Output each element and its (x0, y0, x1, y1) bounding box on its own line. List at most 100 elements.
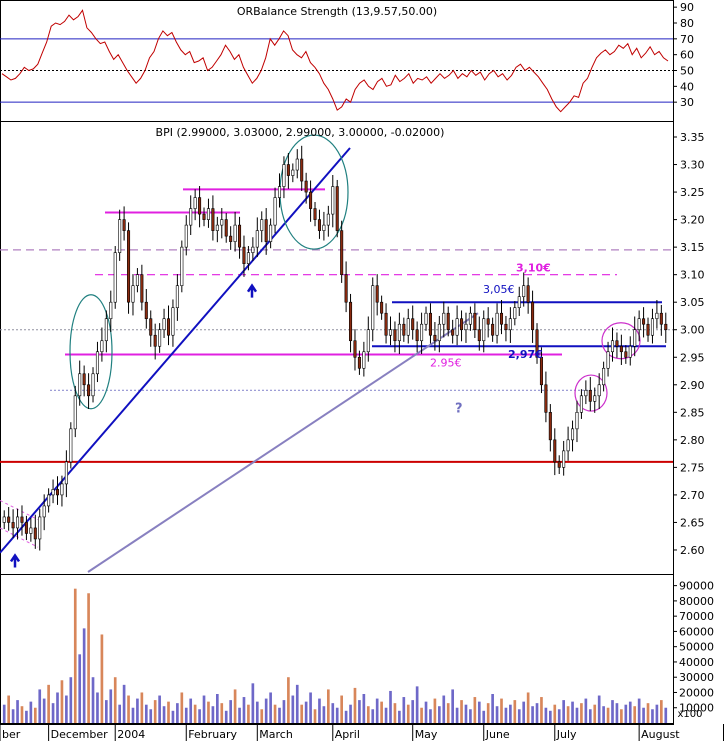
candle-body (411, 318, 415, 331)
candle-body (224, 219, 228, 237)
candle-body (286, 164, 290, 176)
candle-body (526, 285, 530, 303)
candle-body (628, 345, 632, 358)
volume-bar (646, 703, 650, 723)
x-axis-label: July (556, 728, 577, 741)
volume-bar (242, 697, 246, 723)
indicator-tick-label: 50 (680, 65, 694, 78)
volume-bar (251, 683, 255, 723)
x-axis-label: February (188, 728, 237, 741)
volume-bar (118, 704, 121, 723)
candle-body (619, 345, 623, 353)
candle-body (424, 312, 428, 325)
volume-bar (327, 689, 330, 723)
volume-bar (655, 704, 659, 723)
volume-unit-label: x100 (677, 709, 702, 720)
volume-bar (2, 704, 6, 723)
price-level-label: 3,10€ (516, 262, 551, 275)
candle-body (371, 285, 375, 331)
volume-tick-label: 30000 (679, 671, 714, 684)
candle-body (29, 527, 33, 534)
volume-bar (424, 701, 428, 723)
candle-body (322, 224, 326, 231)
price-tick-label: 2.85 (680, 406, 705, 419)
candle-body (588, 389, 592, 402)
volume-bar (633, 706, 637, 723)
candle-body (260, 219, 264, 231)
volume-bar (273, 704, 277, 723)
volume-bar (504, 707, 508, 723)
volume-bar (557, 709, 561, 723)
volume-bar (411, 700, 415, 723)
candle-body (349, 301, 353, 342)
volume-bar (216, 694, 219, 723)
volume-bar (517, 709, 521, 723)
volume-bar (580, 703, 583, 723)
price-tick-label: 3.25 (680, 186, 705, 199)
volume-bar (224, 710, 228, 723)
volume-bar (362, 694, 366, 723)
question-annotation: ? (455, 401, 463, 416)
candle-body (184, 224, 188, 248)
volume-bar (73, 588, 77, 723)
candle-body (495, 312, 499, 336)
volume-bar (167, 701, 170, 723)
volume-bar (482, 710, 486, 723)
price-tick-label: 3.30 (680, 159, 705, 172)
volume-bar (233, 689, 237, 723)
candle-body (615, 340, 619, 347)
volume-tick-label: 10000 (679, 702, 714, 715)
price-tick-label: 2.75 (680, 461, 705, 474)
candle-body (122, 219, 126, 231)
price-tick-label: 2.90 (680, 379, 705, 392)
volume-bar (51, 703, 55, 723)
volume-bar (371, 709, 375, 723)
volume-bar (91, 677, 95, 723)
candle-body (291, 169, 295, 176)
volume-tick-label: 20000 (679, 686, 714, 699)
volume-bar (660, 700, 663, 723)
candle-body (144, 301, 148, 320)
candle-body (597, 384, 601, 397)
volume-bar (464, 704, 468, 723)
volume-bar (562, 700, 565, 723)
candle-body (642, 318, 646, 325)
candle-body (340, 230, 344, 275)
highlight-ellipse (574, 374, 608, 412)
candle-body (544, 384, 548, 413)
candle-body (255, 230, 259, 248)
price-level-label: 2.95€ (430, 357, 462, 370)
candle-body (87, 384, 91, 397)
candle-body (415, 329, 419, 342)
volume-bar (229, 700, 232, 723)
volume-bar (295, 684, 299, 723)
volume-bar (189, 698, 193, 723)
volume-bar (304, 701, 308, 723)
candle-body (406, 318, 410, 336)
candle-body (300, 158, 304, 182)
volume-bar (366, 706, 370, 723)
candle-body (273, 197, 277, 226)
candle-body (326, 213, 330, 226)
candle-body (42, 505, 46, 518)
candle-body (153, 334, 157, 347)
x-axis-label: August (641, 728, 680, 741)
candle-body (33, 527, 37, 540)
volume-bar (29, 701, 33, 723)
candle-body (264, 219, 268, 242)
volume-bar (628, 701, 632, 723)
candle-body (162, 318, 166, 331)
volume-bar (109, 689, 113, 723)
candle-body (229, 235, 233, 242)
candle-body (504, 323, 508, 331)
volume-bar (149, 709, 153, 723)
candle-body (233, 224, 237, 242)
volume-bar (575, 707, 579, 723)
candle-body (362, 351, 366, 369)
candle-body (20, 516, 24, 523)
candle-body (64, 461, 68, 485)
volume-bar (198, 709, 201, 723)
volume-bar (611, 700, 614, 723)
candle-body (127, 230, 131, 303)
volume-bar (384, 707, 388, 723)
